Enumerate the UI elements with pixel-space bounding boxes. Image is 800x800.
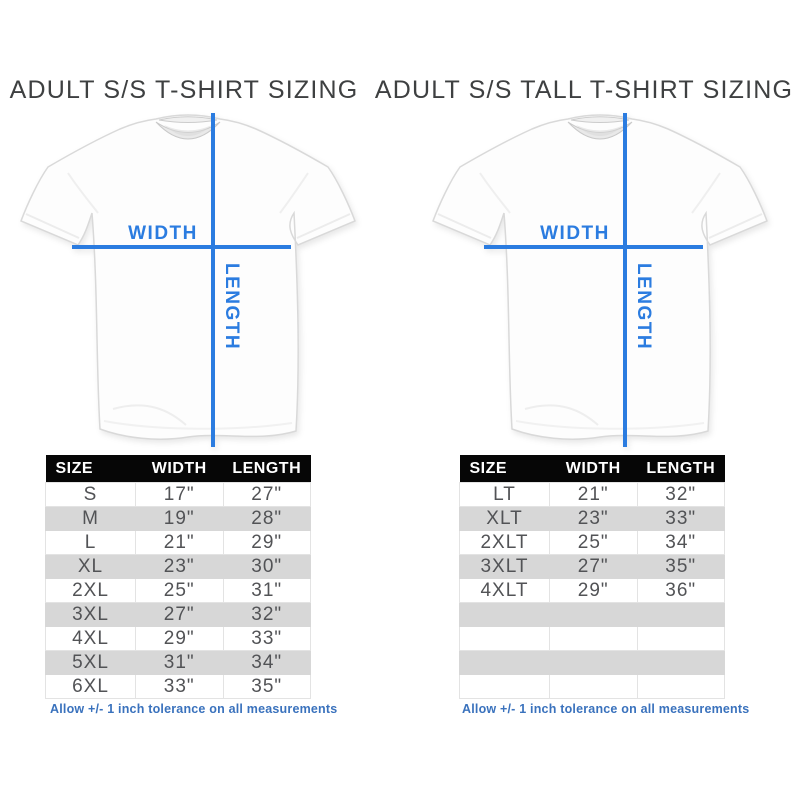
table-row: 2XL 25" 31" xyxy=(45,578,311,603)
size-cell: 2XL xyxy=(45,578,136,603)
width-cell: 27" xyxy=(135,602,224,627)
empty-cell xyxy=(636,674,725,699)
length-cell: 27" xyxy=(222,482,311,507)
table-row: 3XLT 27" 35" xyxy=(459,554,725,579)
width-cell: 19" xyxy=(135,506,224,531)
length-cell: 31" xyxy=(222,578,311,603)
length-cell: 33" xyxy=(636,506,725,531)
table-row: XL 23" 30" xyxy=(45,554,311,579)
empty-cell xyxy=(549,626,638,651)
table-row: 3XL 27" 32" xyxy=(45,602,311,627)
table-header: SIZE WIDTH LENGTH xyxy=(45,455,311,483)
length-cell: 36" xyxy=(636,578,725,603)
empty-cell xyxy=(459,602,550,627)
length-cell: 32" xyxy=(222,602,311,627)
table-body: S 17" 27" M 19" 28" L 21" 29" XL 23" 30" 2XL 25" 31" 3X… xyxy=(45,482,311,699)
width-cell: 27" xyxy=(549,554,638,579)
size-cell: 3XL xyxy=(45,602,136,627)
table-row: L 21" 29" xyxy=(45,530,311,555)
length-cell: 28" xyxy=(222,506,311,531)
size-cell: 3XLT xyxy=(459,554,550,579)
width-cell: 31" xyxy=(135,650,224,675)
tshirt-diagram-regular: WIDTH LENGTH xyxy=(20,113,356,447)
empty-cell xyxy=(459,674,550,699)
empty-cell xyxy=(549,674,638,699)
empty-cell xyxy=(459,626,550,651)
size-cell: 5XL xyxy=(45,650,136,675)
length-cell: 32" xyxy=(636,482,725,507)
header-size: SIZE xyxy=(459,455,550,483)
table-row: LT 21" 32" xyxy=(459,482,725,507)
size-table-tall: SIZE WIDTH LENGTH LT 21" 32" XLT 23" 33" 2XLT 2… xyxy=(459,455,725,699)
width-label: WIDTH xyxy=(540,223,610,244)
table-row: 2XLT 25" 34" xyxy=(459,530,725,555)
size-cell: L xyxy=(45,530,136,555)
table-row: S 17" 27" xyxy=(45,482,311,507)
header-size: SIZE xyxy=(45,455,136,483)
width-cell: 23" xyxy=(549,506,638,531)
length-cell: 29" xyxy=(222,530,311,555)
size-cell: S xyxy=(45,482,136,507)
tolerance-note: Allow +/- 1 inch tolerance on all measur… xyxy=(462,702,750,716)
size-cell: 2XLT xyxy=(459,530,550,555)
table-row-empty xyxy=(459,674,725,699)
length-label: LENGTH xyxy=(221,263,242,350)
tshirt-illustration xyxy=(432,114,768,440)
tshirt-diagram-tall: WIDTH LENGTH xyxy=(432,113,768,447)
table-row: 6XL 33" 35" xyxy=(45,674,311,699)
size-cell: LT xyxy=(459,482,550,507)
size-cell: 4XLT xyxy=(459,578,550,603)
table-body: LT 21" 32" XLT 23" 33" 2XLT 25" 34" 3XLT 27" 35" 4XL… xyxy=(459,482,725,699)
table-row: 4XLT 29" 36" xyxy=(459,578,725,603)
header-width: WIDTH xyxy=(135,455,223,483)
width-cell: 17" xyxy=(135,482,224,507)
empty-cell xyxy=(459,650,550,675)
size-cell: XL xyxy=(45,554,136,579)
header-length: LENGTH xyxy=(637,455,725,483)
table-header: SIZE WIDTH LENGTH xyxy=(459,455,725,483)
panel-title-regular: ADULT S/S T-SHIRT SIZING xyxy=(9,76,359,104)
header-width: WIDTH xyxy=(549,455,637,483)
width-label: WIDTH xyxy=(128,223,198,244)
length-cell: 34" xyxy=(636,530,725,555)
width-cell: 25" xyxy=(549,530,638,555)
table-row: 5XL 31" 34" xyxy=(45,650,311,675)
width-cell: 21" xyxy=(549,482,638,507)
empty-cell xyxy=(549,602,638,627)
empty-cell xyxy=(636,602,725,627)
length-cell: 34" xyxy=(222,650,311,675)
table-row-empty xyxy=(459,626,725,651)
empty-cell xyxy=(549,650,638,675)
size-cell: 6XL xyxy=(45,674,136,699)
size-cell: M xyxy=(45,506,136,531)
tolerance-note: Allow +/- 1 inch tolerance on all measur… xyxy=(50,702,338,716)
table-row: 4XL 29" 33" xyxy=(45,626,311,651)
table-row-empty xyxy=(459,650,725,675)
size-table-regular: SIZE WIDTH LENGTH S 17" 27" M 19" 28" L 21" 29" X… xyxy=(45,455,311,699)
length-label: LENGTH xyxy=(633,263,654,350)
size-cell: XLT xyxy=(459,506,550,531)
empty-cell xyxy=(636,650,725,675)
length-cell: 33" xyxy=(222,626,311,651)
table-row: M 19" 28" xyxy=(45,506,311,531)
table-row: XLT 23" 33" xyxy=(459,506,725,531)
size-cell: 4XL xyxy=(45,626,136,651)
length-cell: 35" xyxy=(222,674,311,699)
width-cell: 21" xyxy=(135,530,224,555)
empty-cell xyxy=(636,626,725,651)
header-length: LENGTH xyxy=(223,455,311,483)
tshirt-illustration xyxy=(20,114,356,440)
width-cell: 29" xyxy=(549,578,638,603)
length-cell: 30" xyxy=(222,554,311,579)
width-cell: 23" xyxy=(135,554,224,579)
table-row-empty xyxy=(459,602,725,627)
panel-title-tall: ADULT S/S TALL T-SHIRT SIZING xyxy=(374,76,794,104)
length-cell: 35" xyxy=(636,554,725,579)
width-cell: 33" xyxy=(135,674,224,699)
width-cell: 29" xyxy=(135,626,224,651)
width-cell: 25" xyxy=(135,578,224,603)
